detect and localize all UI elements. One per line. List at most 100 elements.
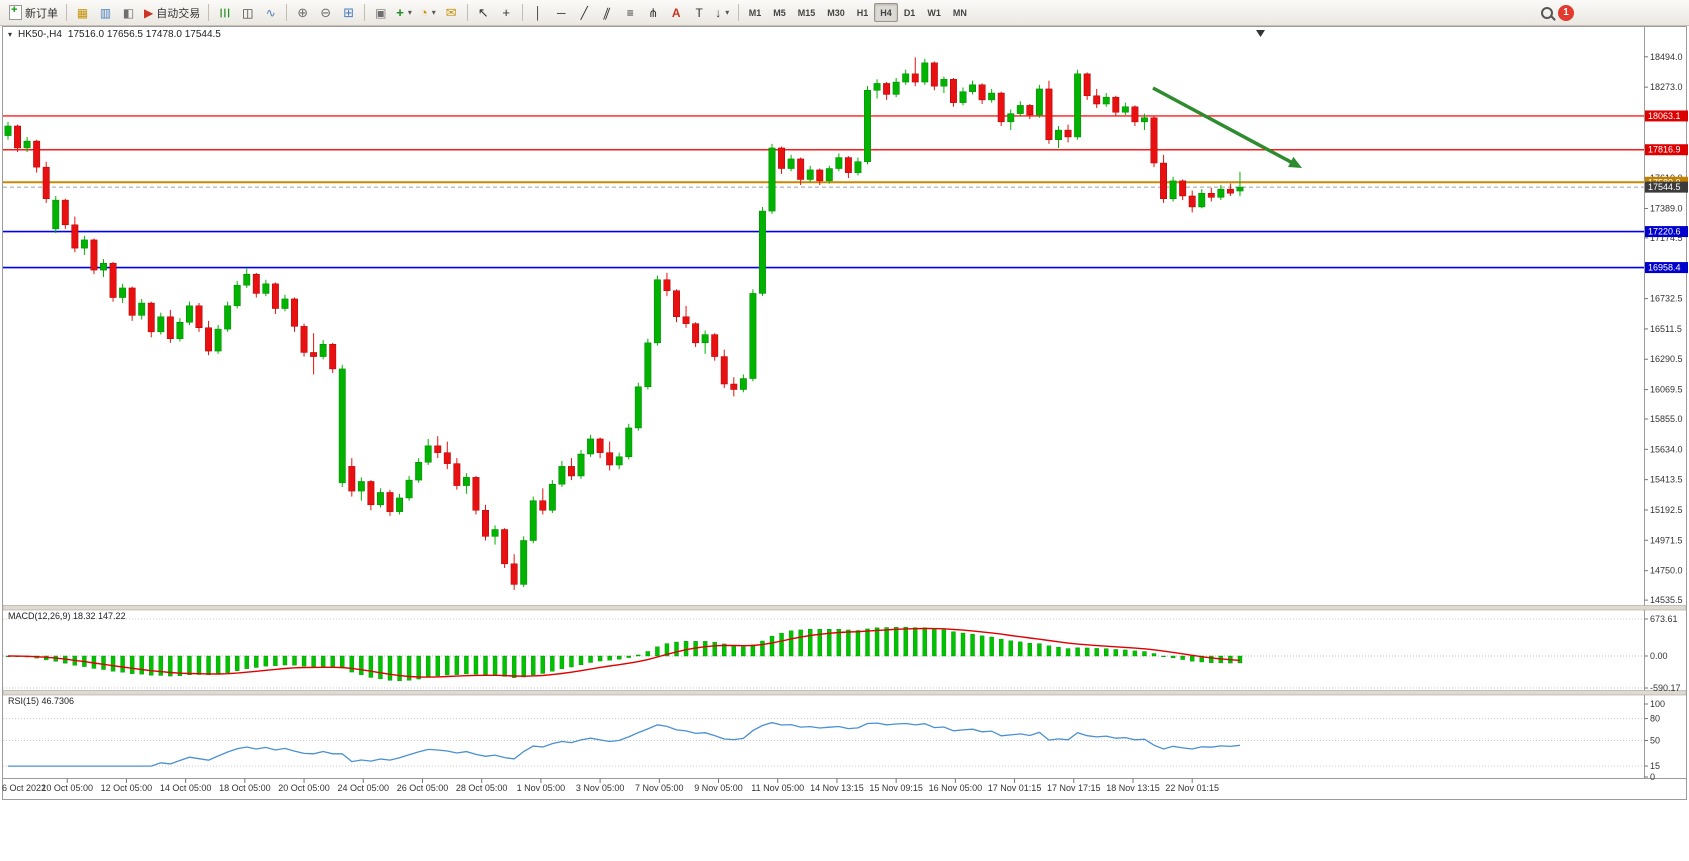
text-tool[interactable]: A bbox=[665, 2, 688, 23]
svg-text:14750.0: 14750.0 bbox=[1650, 566, 1683, 576]
line-chart-button[interactable]: ∿ bbox=[259, 2, 282, 23]
toolbar-separator bbox=[208, 4, 210, 21]
timeframe-m1[interactable]: M1 bbox=[743, 3, 768, 22]
new-order-icon bbox=[9, 4, 22, 20]
data-window-button[interactable]: ▥ bbox=[94, 2, 117, 23]
cursor-icon: ↖ bbox=[477, 5, 489, 20]
text-label-tool[interactable]: T bbox=[688, 2, 711, 23]
vertical-line-icon: │ bbox=[534, 5, 542, 20]
svg-text:14 Nov 13:15: 14 Nov 13:15 bbox=[810, 783, 864, 793]
svg-text:18 Nov 13:15: 18 Nov 13:15 bbox=[1106, 783, 1160, 793]
macd-indicator-label: MACD(12,26,9) 18.32 147.22 bbox=[8, 611, 126, 621]
svg-text:17544.5: 17544.5 bbox=[1648, 182, 1681, 192]
new-chart-button[interactable]: + ▾ bbox=[392, 2, 416, 23]
svg-text:15192.5: 15192.5 bbox=[1650, 505, 1683, 515]
svg-text:15855.0: 15855.0 bbox=[1650, 414, 1683, 424]
autotrading-button[interactable]: ▶ 自动交易 bbox=[140, 2, 204, 23]
notification-badge[interactable]: 1 bbox=[1558, 4, 1574, 21]
svg-text:100: 100 bbox=[1650, 699, 1665, 709]
zoom-in-icon: ⊕ bbox=[297, 5, 309, 20]
svg-text:20 Oct 05:00: 20 Oct 05:00 bbox=[278, 783, 330, 793]
svg-text:6 Oct 2022: 6 Oct 2022 bbox=[2, 783, 46, 793]
svg-text:673.61: 673.61 bbox=[1650, 614, 1678, 624]
candlestick-button[interactable]: ◫ bbox=[236, 2, 259, 23]
cursor-button[interactable]: ↖ bbox=[472, 2, 495, 23]
svg-text:16069.5: 16069.5 bbox=[1650, 385, 1683, 395]
channel-icon: ∥ bbox=[601, 5, 613, 20]
toolbar-separator bbox=[737, 4, 739, 21]
horizontal-line-tool[interactable]: ─ bbox=[550, 2, 573, 23]
timeframe-d1[interactable]: D1 bbox=[898, 3, 922, 22]
svg-text:18273.0: 18273.0 bbox=[1650, 82, 1683, 92]
svg-text:16290.5: 16290.5 bbox=[1650, 354, 1683, 364]
svg-text:3 Nov 05:00: 3 Nov 05:00 bbox=[576, 783, 625, 793]
svg-text:16 Nov 05:00: 16 Nov 05:00 bbox=[929, 783, 983, 793]
timeframe-m30[interactable]: M30 bbox=[821, 3, 851, 22]
svg-text:17174.5: 17174.5 bbox=[1650, 233, 1683, 243]
timeframe-h1[interactable]: H1 bbox=[851, 3, 875, 22]
mail-button[interactable]: ✉ bbox=[440, 2, 463, 23]
svg-text:16511.5: 16511.5 bbox=[1650, 324, 1682, 334]
timeframe-m15[interactable]: M15 bbox=[792, 3, 822, 22]
arrows-tool[interactable]: ↓ ▾ bbox=[711, 2, 734, 23]
autotrading-icon: ▶ bbox=[144, 5, 154, 20]
svg-text:18494.0: 18494.0 bbox=[1650, 52, 1683, 62]
chart-ohlc-values: 17516.0 17656.5 17478.0 17544.5 bbox=[67, 29, 221, 40]
vertical-line-tool[interactable]: │ bbox=[527, 2, 550, 23]
zoom-out-icon: ⊖ bbox=[320, 5, 332, 20]
search-button[interactable] bbox=[1535, 2, 1558, 23]
fibonacci-tool[interactable]: ≡ bbox=[619, 2, 642, 23]
fibonacci-icon: ≡ bbox=[626, 5, 634, 20]
text-label-icon: T bbox=[695, 5, 703, 20]
tile-windows-button[interactable]: ⊞ bbox=[337, 2, 360, 23]
tile-windows-icon: ⊞ bbox=[343, 5, 355, 20]
toolbar-separator bbox=[466, 4, 468, 21]
crosshair-button[interactable]: + bbox=[495, 2, 518, 23]
svg-text:22 Nov 01:15: 22 Nov 01:15 bbox=[1165, 783, 1219, 793]
trendline-tool[interactable]: ╱ bbox=[573, 2, 596, 23]
main-toolbar: 新订单 ▦ ▥ ◧ ▶ 自动交易 ☰ ◫ ∿ ⊕ ⊖ ⊞ ▣ + ▾ ◔ ▾ ✉… bbox=[0, 0, 1689, 26]
line-chart-icon: ∿ bbox=[265, 5, 276, 20]
bar-chart-button[interactable]: ☰ bbox=[213, 2, 236, 23]
horizontal-line-icon: ─ bbox=[556, 5, 566, 20]
timeframe-h4[interactable]: H4 bbox=[874, 3, 898, 22]
navigator-button[interactable]: ◧ bbox=[117, 2, 140, 23]
svg-text:28 Oct 05:00: 28 Oct 05:00 bbox=[456, 783, 508, 793]
svg-text:-590.17: -590.17 bbox=[1650, 683, 1681, 693]
charts-button[interactable]: ▦ bbox=[71, 2, 94, 23]
zoom-in-button[interactable]: ⊕ bbox=[291, 2, 314, 23]
chart-title: ▾ HK50-,H4 17516.0 17656.5 17478.0 17544… bbox=[8, 29, 221, 40]
pitchfork-icon: ⋔ bbox=[648, 5, 659, 20]
svg-text:15: 15 bbox=[1650, 761, 1660, 771]
period-button[interactable]: ◔ ▾ bbox=[416, 2, 440, 23]
svg-text:0.00: 0.00 bbox=[1650, 651, 1668, 661]
charts-icon: ▦ bbox=[76, 5, 89, 20]
pitchfork-tool[interactable]: ⋔ bbox=[642, 2, 665, 23]
envelope-icon: ✉ bbox=[445, 5, 457, 20]
chevron-down-icon: ▾ bbox=[725, 8, 730, 17]
timeframe-m5[interactable]: M5 bbox=[767, 3, 792, 22]
toolbar-separator bbox=[286, 4, 288, 21]
chevron-down-icon: ▾ bbox=[407, 8, 412, 17]
timeframe-mn[interactable]: MN bbox=[947, 3, 973, 22]
channel-tool[interactable]: ∥ bbox=[596, 2, 619, 23]
toolbar-separator bbox=[66, 4, 67, 21]
svg-text:9 Nov 05:00: 9 Nov 05:00 bbox=[694, 783, 743, 793]
arrow-tool-icon: ↓ bbox=[715, 5, 722, 20]
zoom-out-button[interactable]: ⊖ bbox=[314, 2, 337, 23]
svg-text:17 Nov 17:15: 17 Nov 17:15 bbox=[1047, 783, 1101, 793]
autotrading-label: 自动交易 bbox=[156, 7, 201, 20]
svg-text:17220.6: 17220.6 bbox=[1648, 227, 1681, 237]
timeframe-w1[interactable]: W1 bbox=[921, 3, 947, 22]
cascade-windows-icon: ▣ bbox=[375, 5, 387, 20]
search-icon bbox=[1540, 6, 1553, 19]
chevron-down-icon: ▾ bbox=[431, 8, 436, 17]
svg-text:11 Nov 05:00: 11 Nov 05:00 bbox=[751, 783, 804, 793]
rsi-indicator-label: RSI(15) 46.7306 bbox=[8, 696, 75, 706]
new-order-button[interactable]: 新订单 bbox=[5, 2, 62, 23]
svg-text:50: 50 bbox=[1650, 736, 1660, 746]
svg-text:26 Oct 05:00: 26 Oct 05:00 bbox=[397, 783, 449, 793]
svg-text:18 Oct 05:00: 18 Oct 05:00 bbox=[219, 783, 271, 793]
cascade-windows-button[interactable]: ▣ bbox=[369, 2, 392, 23]
